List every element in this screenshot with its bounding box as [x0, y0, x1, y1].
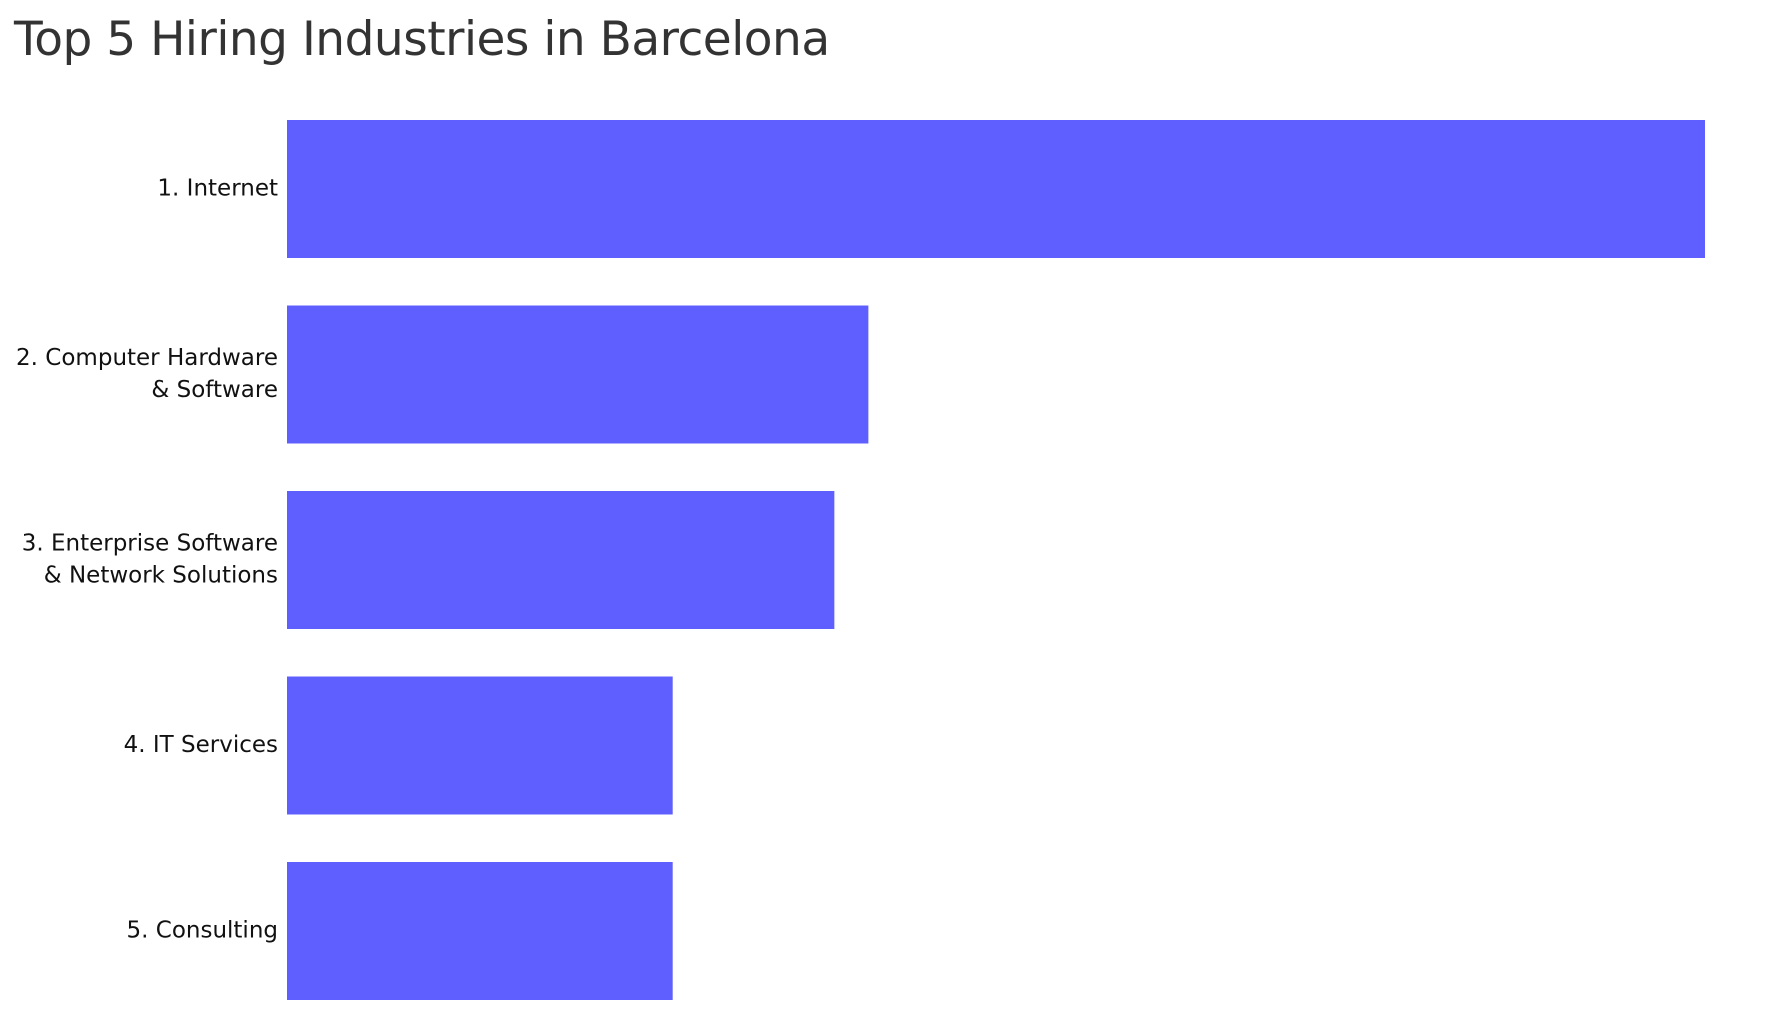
category-label-line: & Software	[151, 377, 278, 403]
category-label-line: & Network Solutions	[44, 563, 278, 589]
category-label-line: 4. IT Services	[124, 732, 278, 758]
chart-title: Top 5 Hiring Industries in Barcelona	[14, 12, 830, 67]
category-label-1: 1. Internet	[157, 176, 278, 202]
bar-4[interactable]	[287, 676, 673, 815]
category-label-2: 2. Computer Hardware & Software	[16, 345, 278, 403]
category-label-line: 5. Consulting	[127, 918, 279, 944]
category-labels-group: 1. Internet 2. Computer Hardware & Softwar…	[16, 176, 278, 944]
bar-1[interactable]	[287, 120, 1705, 258]
bar-2[interactable]	[287, 305, 869, 444]
category-label-line: 2. Computer Hardware	[16, 345, 278, 371]
bar-5[interactable]	[287, 862, 673, 1000]
category-label-line: 3. Enterprise Software	[22, 531, 278, 557]
category-label-4: 4. IT Services	[124, 732, 278, 758]
category-label-5: 5. Consulting	[127, 918, 279, 944]
bar-3[interactable]	[287, 491, 835, 629]
bars-group	[287, 120, 1705, 1000]
category-label-line: 1. Internet	[157, 176, 278, 202]
category-label-3: 3. Enterprise Software & Network Solution…	[22, 531, 278, 589]
